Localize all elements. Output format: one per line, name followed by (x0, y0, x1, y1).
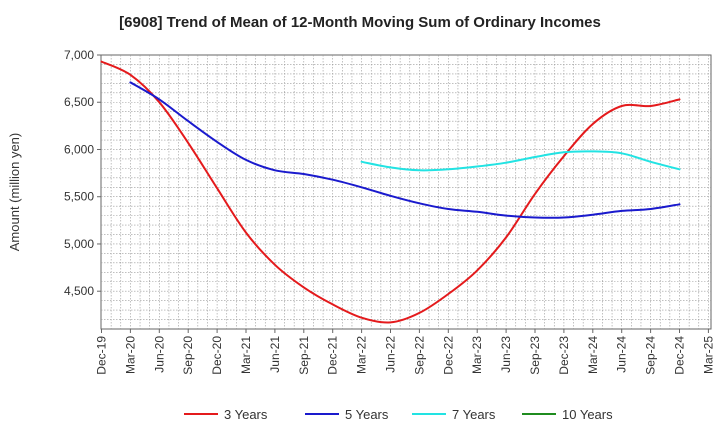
x-tick-label: Mar-25 (701, 336, 715, 374)
x-tick-label: Dec-23 (557, 336, 571, 375)
series-line-5-years (129, 81, 681, 219)
axis-layer: 4,500 5,000 5,500 6,000 6,500 7,000 Dec-19 Mar-… (64, 48, 715, 375)
x-tick-label: Jun-23 (499, 336, 513, 373)
x-tick-label: Jun-21 (268, 336, 282, 373)
legend-label-10-years: 10 Years (562, 407, 613, 422)
x-tick-label: Sep-22 (412, 336, 426, 375)
x-tick-label: Sep-24 (644, 336, 658, 375)
x-tick-label: Sep-23 (528, 336, 542, 375)
x-tick-label: Mar-22 (355, 336, 369, 374)
y-tick-label: 7,000 (64, 48, 94, 62)
legend: 3 Years 5 Years 7 Years 10 Years (184, 407, 613, 422)
y-tick-label: 5,000 (64, 237, 94, 251)
x-tick-label: Jun-24 (615, 336, 629, 373)
y-tick-label: 5,500 (64, 190, 94, 204)
x-tick-label: Mar-21 (239, 336, 253, 374)
legend-label-3-years: 3 Years (224, 407, 268, 422)
x-tick-label: Dec-20 (210, 336, 224, 375)
x-tick-label: Dec-24 (673, 336, 687, 375)
x-tick-label: Dec-22 (441, 336, 455, 375)
x-tick-label: Jun-22 (384, 336, 398, 373)
x-tick-label: Sep-20 (181, 336, 195, 375)
y-tick-label: 6,000 (64, 142, 94, 156)
x-tick-label: Sep-21 (297, 336, 311, 375)
plot-area (100, 54, 712, 330)
y-axis-title: Amount (million yen) (7, 133, 22, 252)
legend-label-7-years: 7 Years (452, 407, 496, 422)
series-line-3-years (100, 60, 681, 324)
x-tick-label: Mar-23 (470, 336, 484, 374)
x-tick-label: Dec-21 (326, 336, 340, 375)
series-line-7-years (360, 150, 681, 172)
x-tick-label: Dec-19 (95, 336, 109, 375)
y-tick-label: 6,500 (64, 95, 94, 109)
x-tick-label: Mar-20 (123, 336, 137, 374)
y-tick-label: 4,500 (64, 284, 94, 298)
x-tick-label: Jun-20 (152, 336, 166, 373)
series-layer (100, 60, 681, 324)
chart-title: [6908] Trend of Mean of 12-Month Moving … (119, 14, 601, 31)
legend-label-5-years: 5 Years (345, 407, 389, 422)
x-tick-label: Mar-24 (586, 336, 600, 374)
